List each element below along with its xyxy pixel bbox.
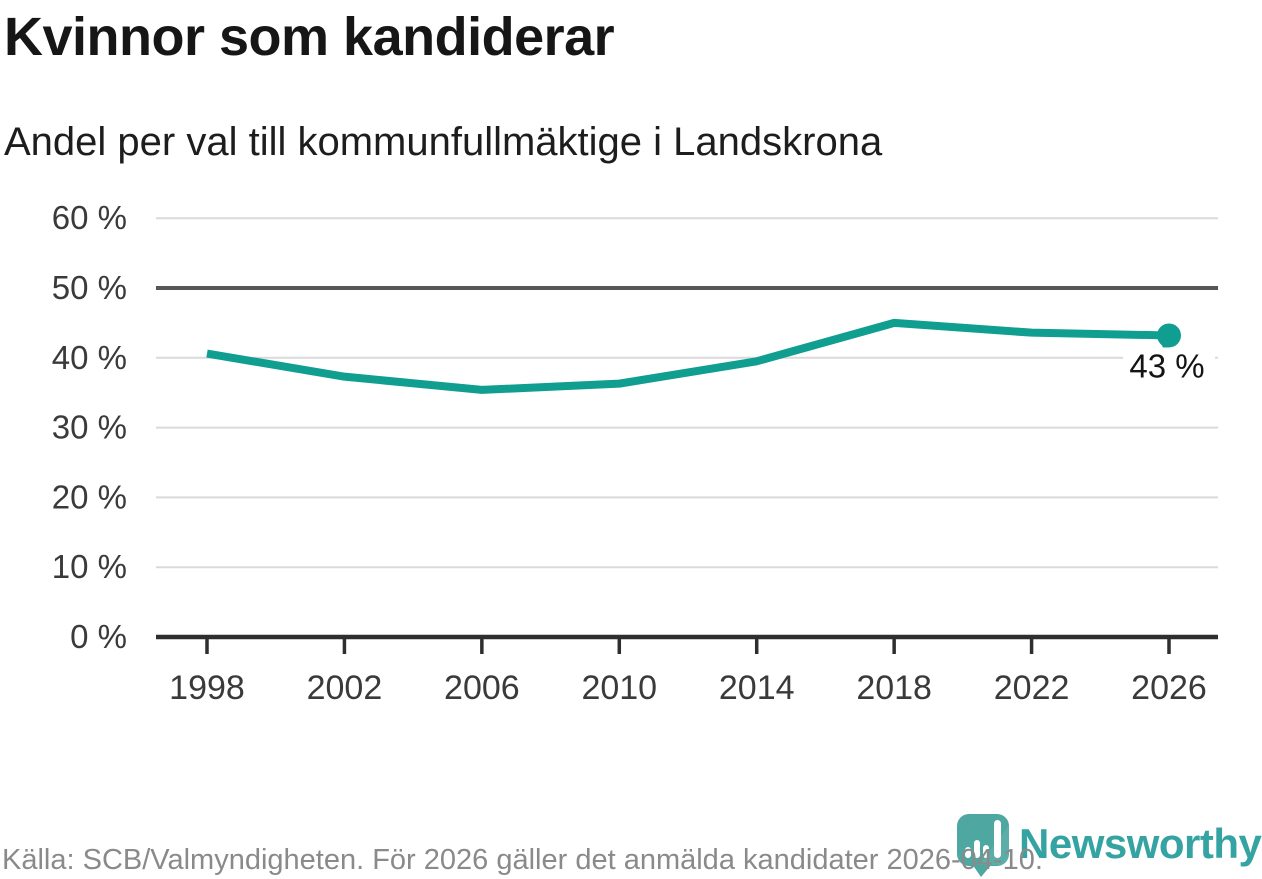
- end-point-marker: [1157, 323, 1181, 348]
- x-axis-tick-label: 2010: [581, 669, 657, 707]
- y-axis-tick-label: 40 %: [52, 339, 127, 376]
- x-axis-tick-label: 1998: [169, 669, 245, 707]
- x-axis-tick-label: 2006: [444, 669, 520, 707]
- y-axis-tick-label: 0 %: [70, 618, 127, 655]
- pin-bar-small: [965, 847, 971, 858]
- x-axis-tick-label: 2002: [307, 669, 383, 707]
- pin-bar-small-2: [983, 845, 989, 858]
- y-axis-tick-label: 50 %: [52, 269, 127, 306]
- brand-wordmark: Newsworthy: [1019, 820, 1262, 867]
- y-axis-tick-label: 30 %: [52, 409, 127, 446]
- x-axis-tick-label: 2014: [719, 669, 795, 707]
- end-label-halo: [1123, 347, 1215, 382]
- pin-tail: [972, 864, 992, 877]
- series-line: [206, 318, 1170, 394]
- x-axis-tick-label: 2022: [994, 669, 1070, 707]
- y-axis-tick-label: 20 %: [52, 478, 127, 515]
- pin-bar-medium: [974, 840, 980, 858]
- x-axis-tick-label: 2018: [856, 669, 932, 707]
- end-point-label: 43 %: [1129, 347, 1204, 384]
- source-note: Källa: SCB/Valmyndigheten. För 2026 gäll…: [2, 844, 1043, 876]
- chart-subtitle: Andel per val till kommunfullmäktige i L…: [4, 120, 883, 164]
- y-axis-tick-label: 10 %: [52, 548, 127, 585]
- pin-bar-tall: [994, 820, 1001, 858]
- newsworthy-pin-icon: [957, 814, 1009, 877]
- x-axis-tick-label: 2026: [1131, 669, 1207, 707]
- brand-logo: Newsworthy: [956, 813, 1262, 879]
- chart-title: Kvinnor som kandiderar: [4, 7, 615, 67]
- y-axis-tick-label: 60 %: [52, 199, 127, 236]
